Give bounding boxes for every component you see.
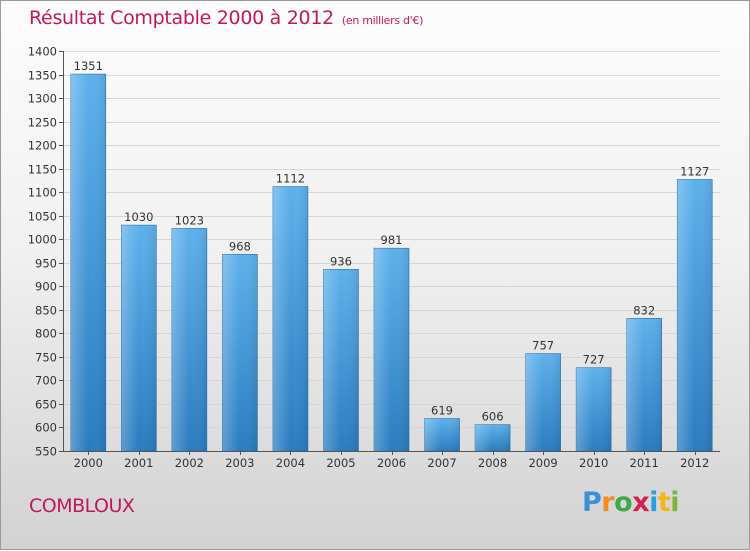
data-label-2008: 606 <box>482 410 504 424</box>
data-label-2004: 1112 <box>276 172 305 186</box>
x-tick-label-2010: 2010 <box>579 456 608 470</box>
bar-shine <box>70 74 106 451</box>
bar-shine <box>576 367 612 451</box>
bars <box>70 73 713 452</box>
bar-shine <box>525 353 561 451</box>
bar-shine <box>626 318 662 451</box>
y-tick-label: 1300 <box>28 92 57 106</box>
bar-shine <box>171 228 207 451</box>
bar-shine <box>677 179 713 451</box>
bar-shine <box>424 418 460 451</box>
y-tick-label: 650 <box>35 398 57 412</box>
x-tick-label-2008: 2008 <box>478 456 507 470</box>
bar-shine <box>323 269 359 451</box>
x-tick-label-2001: 2001 <box>124 456 153 470</box>
x-tick-label-2005: 2005 <box>326 456 355 470</box>
y-tick-label: 700 <box>35 374 57 388</box>
x-tick-label-2004: 2004 <box>276 456 305 470</box>
bar-shine <box>475 424 511 451</box>
data-label-2005: 936 <box>330 254 352 268</box>
data-label-2011: 832 <box>633 303 655 317</box>
data-label-2001: 1030 <box>124 210 153 224</box>
y-tick-label: 950 <box>35 257 57 271</box>
y-tick-label: 550 <box>35 445 57 459</box>
y-tick-label: 1250 <box>28 116 57 130</box>
chart-title: Résultat Comptable 2000 à 2012 (en millie… <box>29 7 423 29</box>
bar-shine <box>222 254 258 451</box>
y-tick-label: 1050 <box>28 210 57 224</box>
y-tick-label: 900 <box>35 280 57 294</box>
y-tick-label: 750 <box>35 351 57 365</box>
bar-shine <box>121 225 157 451</box>
commune-name: COMBLOUX <box>29 495 135 517</box>
data-label-2000: 1351 <box>74 59 103 73</box>
x-tick-label-2006: 2006 <box>377 456 406 470</box>
y-tick-label: 800 <box>35 327 57 341</box>
data-label-2006: 981 <box>381 233 403 247</box>
x-tick-label-2012: 2012 <box>680 456 709 470</box>
bar-shine <box>272 186 308 451</box>
proxiti-logo: Proxiti <box>582 487 680 518</box>
y-tick-label: 1000 <box>28 233 57 247</box>
bar-shine <box>374 248 409 451</box>
data-label-2009: 757 <box>532 339 554 353</box>
data-label-2002: 1023 <box>175 213 204 227</box>
data-label-2007: 619 <box>431 404 453 418</box>
y-tick-label: 1100 <box>28 186 57 200</box>
chart-title-text: Résultat Comptable 2000 à 2012 <box>29 7 334 29</box>
data-label-2003: 968 <box>229 239 251 253</box>
chart-subtitle: (en milliers d'€) <box>341 14 424 27</box>
y-tick-label: 850 <box>35 304 57 318</box>
x-tick-label-2007: 2007 <box>427 456 456 470</box>
data-label-2010: 727 <box>583 353 605 367</box>
data-labels: 1351 1030 1023 968 1112 936 981 619 606 757 727 832… <box>74 59 710 424</box>
x-tick-label-2002: 2002 <box>175 456 204 470</box>
y-tick-label: 1150 <box>28 163 57 177</box>
x-tick-label-2011: 2011 <box>630 456 659 470</box>
x-tick-label-2000: 2000 <box>74 456 103 470</box>
x-tick-label-2003: 2003 <box>225 456 254 470</box>
y-tick-label: 600 <box>35 421 57 435</box>
y-tick-label: 1200 <box>28 139 57 153</box>
axes: 550 600 650 700 750 800 850 900 950 1000 1050 1100 1… <box>28 45 720 470</box>
data-label-2012: 1127 <box>680 164 709 178</box>
y-tick-label: 1400 <box>28 45 57 59</box>
x-tick-label-2009: 2009 <box>528 456 557 470</box>
y-tick-label: 1350 <box>28 69 57 83</box>
